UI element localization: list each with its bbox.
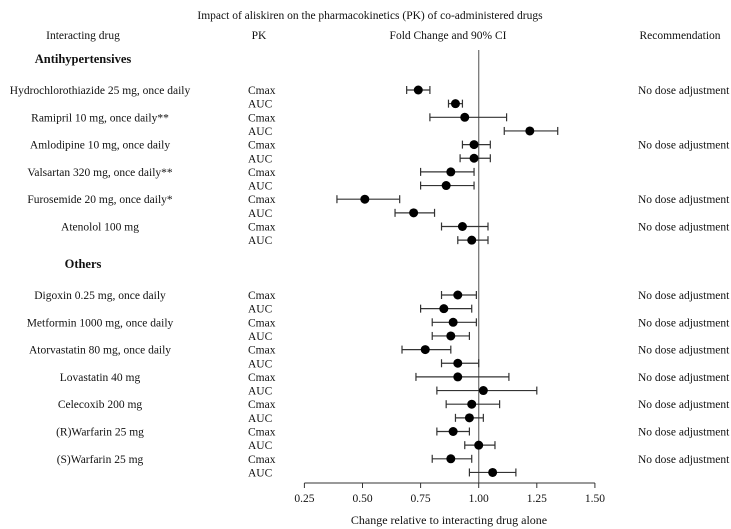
- x-tick-label: 1.50: [585, 493, 605, 505]
- pk-parameter-label: Cmax: [248, 372, 276, 384]
- pk-parameter-label: AUC: [248, 99, 273, 111]
- point-estimate: [420, 345, 430, 355]
- x-tick-label: 0.50: [352, 493, 372, 505]
- drug-label: Furosemide 20 mg, once daily*: [27, 194, 173, 206]
- recommendation-label: No dose adjustment: [638, 222, 730, 234]
- point-estimate: [469, 140, 479, 150]
- drug-label: Metformin 1000 mg, once daily: [27, 317, 174, 329]
- point-estimate: [478, 386, 488, 396]
- drug-label: Celecoxib 200 mg: [58, 399, 143, 411]
- pk-parameter-label: Cmax: [248, 167, 276, 179]
- recommendation-label: No dose adjustment: [638, 194, 730, 206]
- drug-label: Digoxin 0.25 mg, once daily: [34, 290, 166, 302]
- column-header-drug: Interacting drug: [46, 30, 120, 42]
- group-heading: Others: [65, 257, 102, 271]
- pk-parameter-label: AUC: [248, 181, 273, 193]
- point-estimate: [474, 440, 484, 450]
- recommendation-label: No dose adjustment: [638, 85, 730, 97]
- recommendation-label: No dose adjustment: [638, 427, 730, 439]
- x-tick-label: 0.75: [411, 493, 431, 505]
- point-estimate: [448, 427, 458, 436]
- point-estimate: [446, 331, 456, 341]
- column-header-pk: PK: [252, 30, 267, 42]
- point-estimate: [453, 372, 463, 382]
- point-estimate: [467, 399, 477, 409]
- point-estimate: [446, 167, 456, 177]
- drug-label: Valsartan 320 mg, once daily**: [27, 167, 173, 179]
- point-estimate: [453, 290, 463, 300]
- recommendation-label: No dose adjustment: [638, 317, 730, 329]
- pk-parameter-label: AUC: [248, 413, 273, 425]
- chart-title: Impact of aliskiren on the pharmacokinet…: [197, 10, 543, 22]
- pk-parameter-label: Cmax: [248, 427, 276, 439]
- point-estimate: [525, 126, 535, 136]
- group-heading: Antihypertensives: [35, 52, 132, 66]
- x-tick-label: 1.25: [527, 493, 547, 505]
- point-estimate: [450, 99, 460, 109]
- pk-parameter-label: Cmax: [248, 140, 276, 152]
- drug-label: (S)Warfarin 25 mg: [57, 454, 144, 466]
- point-estimate: [457, 222, 467, 231]
- pk-parameter-label: AUC: [248, 126, 273, 138]
- recommendation-label: No dose adjustment: [638, 140, 730, 152]
- drug-label: Ramipril 10 mg, once daily**: [31, 112, 169, 124]
- column-header-plot: Fold Change and 90% CI: [390, 30, 507, 42]
- pk-parameter-label: AUC: [248, 235, 273, 247]
- pk-parameter-label: AUC: [248, 304, 273, 316]
- pk-parameter-label: Cmax: [248, 194, 276, 206]
- recommendation-label: No dose adjustment: [638, 372, 730, 384]
- pk-parameter-label: Cmax: [248, 399, 276, 411]
- pk-parameter-label: Cmax: [248, 85, 276, 97]
- x-axis-label: Change relative to interacting drug alon…: [351, 513, 547, 527]
- x-tick-label: 0.25: [294, 493, 314, 505]
- drug-label: Hydrochlorothiazide 25 mg, once daily: [10, 85, 191, 97]
- pk-parameter-label: AUC: [248, 208, 273, 220]
- point-estimate: [464, 413, 474, 423]
- pk-parameter-label: Cmax: [248, 317, 276, 329]
- column-header-recommendation: Recommendation: [639, 30, 720, 42]
- pk-parameter-label: AUC: [248, 358, 273, 370]
- recommendation-label: No dose adjustment: [638, 345, 730, 357]
- drug-label: Atorvastatin 80 mg, once daily: [29, 345, 171, 357]
- point-estimate: [448, 317, 458, 327]
- point-estimate: [469, 153, 479, 163]
- point-estimate: [409, 208, 419, 218]
- point-estimate: [439, 304, 449, 314]
- pk-parameter-label: AUC: [248, 331, 273, 343]
- pk-parameter-label: Cmax: [248, 454, 276, 466]
- point-estimate: [413, 85, 423, 95]
- pk-parameter-label: AUC: [248, 386, 273, 398]
- recommendation-label: No dose adjustment: [638, 454, 730, 466]
- x-tick-label: 1.00: [469, 493, 489, 505]
- pk-parameter-label: AUC: [248, 440, 273, 452]
- drug-label: Atenolol 100 mg: [61, 222, 139, 234]
- recommendation-label: No dose adjustment: [638, 399, 730, 411]
- point-estimate: [488, 467, 498, 477]
- pk-parameter-label: AUC: [248, 153, 273, 165]
- pk-parameter-label: Cmax: [248, 222, 276, 234]
- drug-label: (R)Warfarin 25 mg: [56, 427, 144, 439]
- recommendation-label: No dose adjustment: [638, 290, 730, 302]
- point-estimate: [446, 454, 456, 464]
- pk-parameter-label: Cmax: [248, 345, 276, 357]
- drug-label: Lovastatin 40 mg: [60, 372, 141, 384]
- point-estimate: [453, 358, 463, 368]
- point-estimate: [467, 235, 477, 245]
- point-estimate: [441, 181, 451, 191]
- pk-parameter-label: Cmax: [248, 112, 276, 124]
- pk-parameter-label: AUC: [248, 467, 273, 479]
- drug-label: Amlodipine 10 mg, once daily: [30, 140, 170, 152]
- point-estimate: [360, 194, 370, 204]
- pk-parameter-label: Cmax: [248, 290, 276, 302]
- point-estimate: [460, 112, 470, 122]
